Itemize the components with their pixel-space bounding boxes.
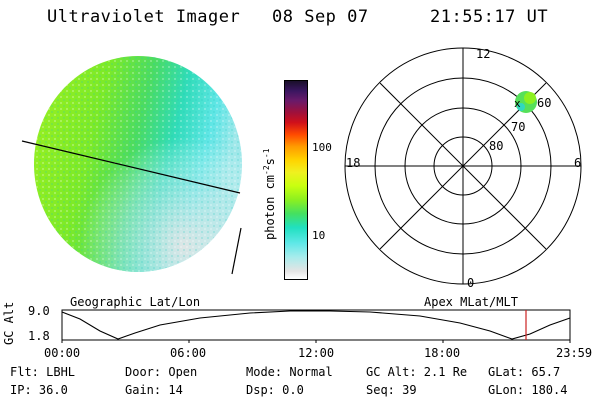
polar-plot	[344, 47, 582, 285]
mlt-label-6: 6	[574, 156, 582, 170]
info-ip: IP: 36.0	[10, 383, 68, 397]
info-door: Door: Open	[125, 365, 198, 379]
timeline-ytick-9: 9.0	[28, 304, 50, 318]
earth-disk-image	[34, 56, 242, 272]
timeline-left-label: Geographic Lat/Lon	[70, 295, 201, 309]
info-filter: Flt: LBHL	[10, 365, 76, 379]
intensity-colorbar	[284, 80, 308, 280]
instrument-title: Ultraviolet Imager	[47, 7, 241, 27]
info-dsp: Dsp: 0.0	[246, 383, 304, 397]
timeline-xtick-2359: 23:59	[556, 346, 593, 360]
auroral-spot: x	[514, 91, 537, 113]
mlt-label-12: 12	[476, 47, 491, 61]
limb-line	[231, 227, 242, 275]
image-time: 21:55:17 UT	[430, 7, 549, 27]
timeline-xtick-1200: 12:00	[298, 346, 335, 360]
timeline-xtick-0600: 06:00	[170, 346, 207, 360]
mlt-label-18: 18	[346, 156, 361, 170]
mlat-label-60: 60	[537, 96, 552, 110]
mlat-label-80: 80	[489, 139, 504, 153]
mlat-label-70: 70	[511, 120, 526, 134]
colorbar-tick-100: 100	[312, 141, 332, 154]
info-gc-alt: GC Alt: 2.1 Re	[366, 365, 468, 379]
timeline-xtick-1800: 18:00	[424, 346, 461, 360]
timeline-ytick-1-8: 1.8	[28, 329, 50, 343]
timeline-right-label: Apex MLat/MLT	[424, 295, 518, 309]
terminator-line	[21, 140, 241, 194]
image-date: 08 Sep 07	[272, 7, 369, 27]
timeline-frame	[61, 309, 571, 341]
timeline-xtick-0000: 00:00	[44, 346, 81, 360]
colorbar-unit: photon cm-2s-1	[262, 148, 277, 240]
info-glat: GLat: 65.7	[488, 365, 561, 379]
info-gain: Gain: 14	[125, 383, 183, 397]
timeline-axis-title: GC Alt	[2, 301, 16, 345]
info-mode: Mode: Normal	[246, 365, 333, 379]
colorbar-tick-10: 10	[312, 229, 326, 242]
info-seq: Seq: 39	[366, 383, 417, 397]
svg-text:x: x	[514, 97, 521, 110]
timeline-panel	[61, 309, 571, 343]
polar-axis-diagonal-b	[379, 82, 547, 250]
info-glon: GLon: 180.4	[488, 383, 568, 397]
mlt-label-0: 0	[467, 276, 475, 290]
altitude-curve	[61, 310, 571, 340]
